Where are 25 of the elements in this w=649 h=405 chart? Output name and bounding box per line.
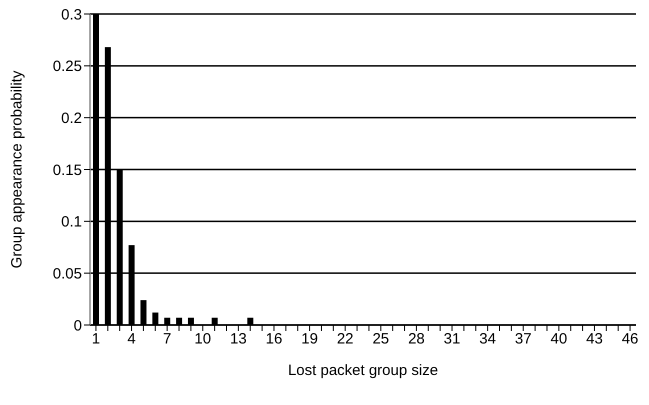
x-axis-title: Lost packet group size — [288, 362, 438, 379]
y-tick-label: 0.3 — [61, 6, 82, 24]
x-tick-label: 25 — [372, 330, 390, 348]
x-tick-label: 46 — [622, 330, 638, 348]
x-tick-label: 43 — [586, 330, 603, 348]
x-tick-label: 37 — [514, 330, 532, 348]
x-tick-label: 31 — [444, 330, 460, 348]
x-tick-label: 1 — [92, 330, 100, 348]
y-tick-label: 0.2 — [61, 110, 82, 127]
y-tick-label: 0.1 — [61, 214, 82, 231]
x-tick-label: 34 — [479, 330, 496, 348]
x-tick-label: 16 — [266, 330, 282, 348]
x-tick-label: 40 — [550, 330, 568, 348]
x-tick-label: 13 — [230, 330, 247, 348]
x-tick-label: 7 — [162, 330, 172, 348]
x-tick-label: 22 — [336, 330, 354, 348]
y-axis-title: Group appearance probability — [8, 70, 26, 268]
x-tick-label: 10 — [194, 330, 212, 348]
y-tick-label: 0.25 — [52, 58, 82, 76]
y-tick-label: 0 — [74, 317, 82, 334]
y-tick-label: 0.05 — [52, 265, 82, 282]
y-tick-label: 0.15 — [52, 162, 82, 179]
x-tick-label: 4 — [127, 330, 136, 348]
x-tick-label: 19 — [301, 330, 318, 348]
x-tick-label: 28 — [408, 330, 425, 348]
